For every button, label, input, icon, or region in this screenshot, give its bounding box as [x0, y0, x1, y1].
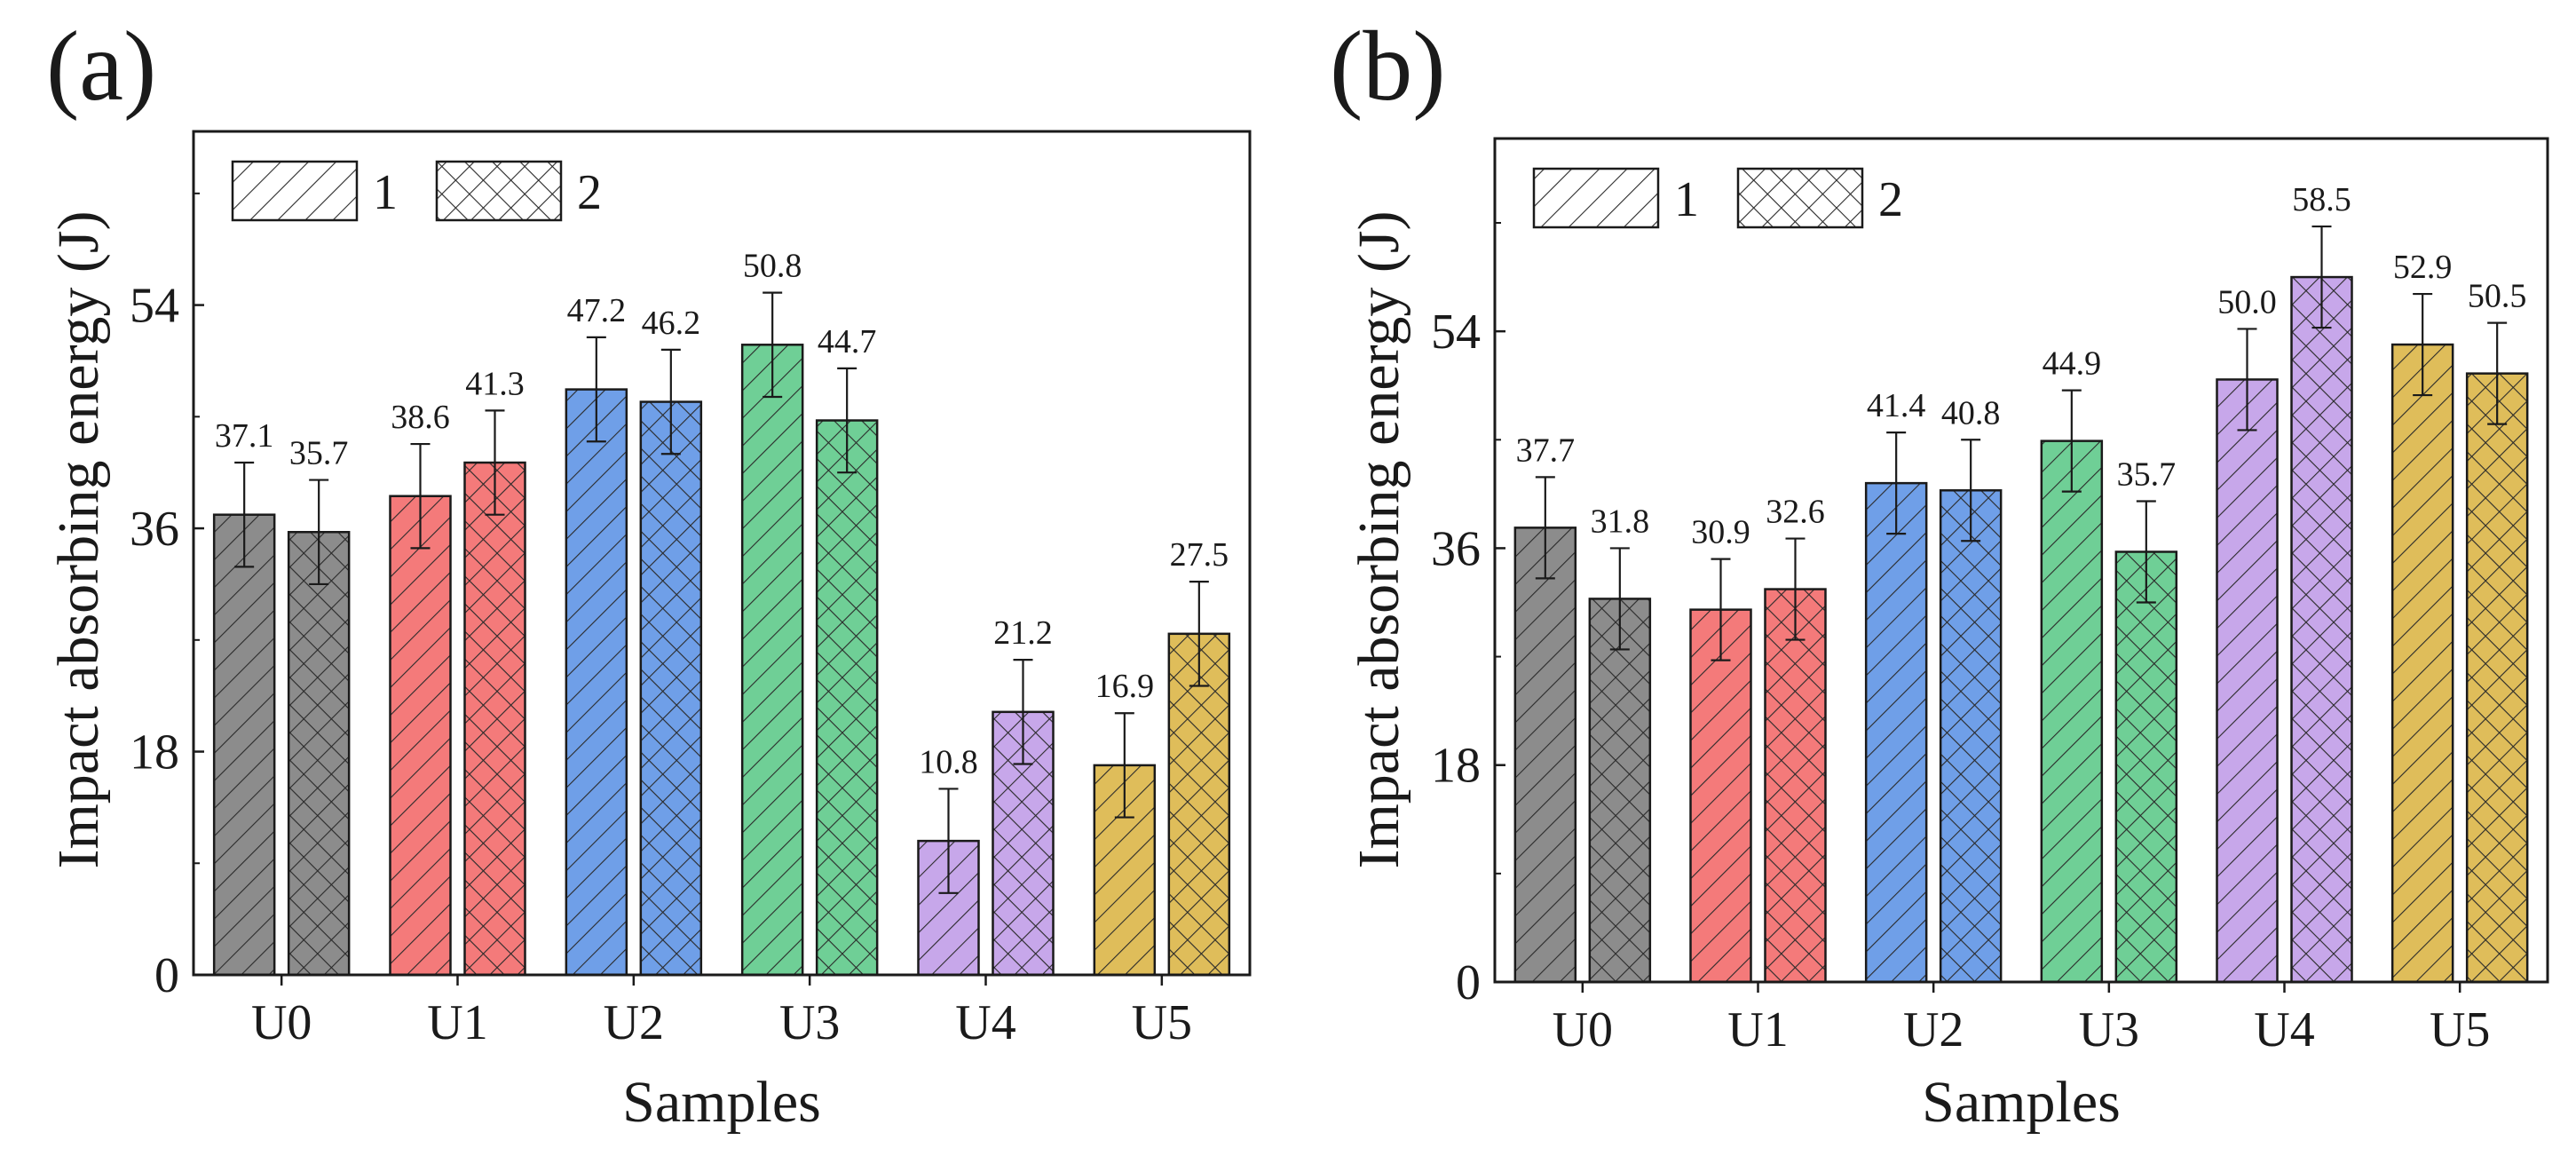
- data-label-a-U5-s1: 16.9: [1095, 668, 1155, 705]
- x-tick-label-b-U5: U5: [2430, 1002, 2490, 1057]
- bar-hatch-b-U2-s2: [1939, 489, 2003, 984]
- data-label-a-U2-s2: 46.2: [642, 305, 701, 342]
- x-tick-label-b-U3: U3: [2079, 1002, 2139, 1057]
- x-tick-label-b-U1: U1: [1727, 1002, 1788, 1057]
- y-axis-title-b: Impact absorbing energy (J): [1347, 210, 1411, 868]
- legend-swatch-b-2: [1736, 167, 1864, 229]
- data-label-b-U0-s2: 31.8: [1591, 503, 1650, 540]
- legend-label-b-1: 1: [1674, 172, 1699, 227]
- bar-hatch-a-U3-s1: [740, 344, 804, 977]
- data-label-a-U4-s2: 21.2: [993, 614, 1053, 652]
- y-tick-label-a-0: 0: [154, 948, 179, 1003]
- data-label-b-U5-s2: 50.5: [2468, 278, 2527, 315]
- legend-swatch-a-2: [435, 160, 563, 222]
- bar-hatch-a-U1-s1: [389, 495, 452, 977]
- data-label-a-U1-s1: 38.6: [391, 399, 450, 436]
- y-tick-label-a-2: 36: [130, 502, 179, 557]
- bar-hatch-a-U1-s2: [463, 461, 526, 977]
- data-label-b-U2-s1: 41.4: [1867, 387, 1926, 424]
- x-tick-label-b-U2: U2: [1903, 1002, 1964, 1057]
- legend-label-b-2: 2: [1878, 172, 1903, 227]
- bar-hatch-b-U4-s1: [2216, 378, 2279, 984]
- panel-label-b: (b): [1330, 12, 1446, 122]
- y-tick-label-b-0: 0: [1456, 955, 1481, 1010]
- data-label-b-U2-s2: 40.8: [1941, 394, 2001, 432]
- bar-hatch-b-U1-s2: [1764, 588, 1827, 984]
- plot-a: 0 18 36 54 37.1 35.7 U0 38.6 41.3 U1 47.2 46.2 U2 50.…: [130, 130, 1252, 1050]
- data-label-b-U4-s2: 58.5: [2292, 181, 2351, 218]
- legend-swatch-a-1: [231, 160, 359, 222]
- data-label-b-U4-s1: 50.0: [2217, 283, 2277, 321]
- bar-hatch-a-U3-s2: [815, 419, 879, 977]
- data-label-b-U5-s1: 52.9: [2393, 249, 2453, 286]
- legend-label-a-2: 2: [577, 165, 602, 220]
- y-tick-label-b-1: 18: [1431, 739, 1481, 794]
- x-tick-label-b-U0: U0: [1553, 1002, 1613, 1057]
- data-label-a-U0-s2: 35.7: [289, 435, 349, 472]
- data-label-a-U3-s1: 50.8: [743, 248, 802, 285]
- data-label-a-U5-s2: 27.5: [1170, 536, 1229, 574]
- plot-b: 0 18 36 54 37.7 31.8 U0 30.9 32.6 U1 41.4 40.8 U2 44.…: [1431, 137, 2549, 1057]
- bar-hatch-b-U5-s1: [2390, 343, 2454, 984]
- data-label-a-U1-s2: 41.3: [465, 365, 525, 402]
- data-label-b-U1-s1: 30.9: [1691, 514, 1750, 551]
- y-tick-label-a-1: 18: [130, 725, 179, 780]
- data-label-a-U3-s2: 44.7: [818, 323, 877, 360]
- y-tick-label-a-3: 54: [130, 279, 179, 334]
- panel-a: (a) 0 18 36 54 37.1 35.7 U0 38.6 41.3 U1 47.2 46.2 U…: [46, 12, 1252, 1135]
- data-label-a-U0-s1: 37.1: [215, 417, 274, 455]
- bar-hatch-a-U5-s2: [1167, 632, 1231, 977]
- bar-hatch-a-U2-s2: [639, 400, 703, 977]
- x-tick-label-b-U4: U4: [2254, 1002, 2314, 1057]
- x-axis-title-b: Samples: [1922, 1070, 2121, 1135]
- bar-hatch-b-U2-s1: [1864, 481, 1928, 984]
- legend-swatch-b-1: [1532, 167, 1660, 229]
- plot-frame-a: [192, 130, 1252, 977]
- data-label-a-U2-s1: 47.2: [567, 292, 627, 329]
- x-tick-label-a-U3: U3: [779, 995, 840, 1050]
- x-tick-label-a-U4: U4: [955, 995, 1015, 1050]
- x-tick-label-a-U1: U1: [427, 995, 487, 1050]
- y-tick-label-b-2: 36: [1431, 521, 1481, 576]
- bar-hatch-a-U2-s1: [565, 388, 628, 977]
- y-tick-label-b-3: 54: [1431, 305, 1481, 360]
- bar-hatch-b-U1-s1: [1689, 608, 1752, 984]
- x-tick-label-a-U2: U2: [604, 995, 664, 1050]
- data-label-b-U3-s1: 44.9: [2043, 345, 2102, 383]
- bar-hatch-a-U0-s1: [212, 513, 276, 977]
- bar-hatch-b-U0-s2: [1588, 598, 1652, 984]
- x-tick-label-a-U0: U0: [251, 995, 312, 1050]
- y-axis-title-a: Impact absorbing energy (J): [46, 210, 111, 868]
- data-label-b-U1-s2: 32.6: [1766, 494, 1825, 531]
- x-tick-label-a-U5: U5: [1132, 995, 1192, 1050]
- panel-label-a: (a): [46, 12, 156, 122]
- data-label-b-U0-s1: 37.7: [1516, 432, 1576, 469]
- data-label-a-U4-s1: 10.8: [919, 743, 978, 780]
- bar-hatch-b-U4-s2: [2290, 275, 2353, 984]
- x-axis-title-a: Samples: [622, 1070, 821, 1135]
- bar-hatch-b-U3-s1: [2040, 439, 2104, 984]
- bar-hatch-b-U3-s2: [2114, 550, 2178, 984]
- bar-hatch-b-U5-s2: [2465, 372, 2529, 984]
- legend-label-a-1: 1: [373, 165, 398, 220]
- bar-hatch-a-U0-s2: [287, 531, 351, 977]
- bar-hatch-b-U0-s1: [1513, 527, 1577, 984]
- data-label-b-U3-s2: 35.7: [2117, 456, 2177, 494]
- panel-b: (b) 0 18 36 54 37.7 31.8 U0 30.9 32.6 U1 41.4 40.8 U…: [1330, 12, 2549, 1135]
- plot-frame-b: [1493, 137, 2549, 984]
